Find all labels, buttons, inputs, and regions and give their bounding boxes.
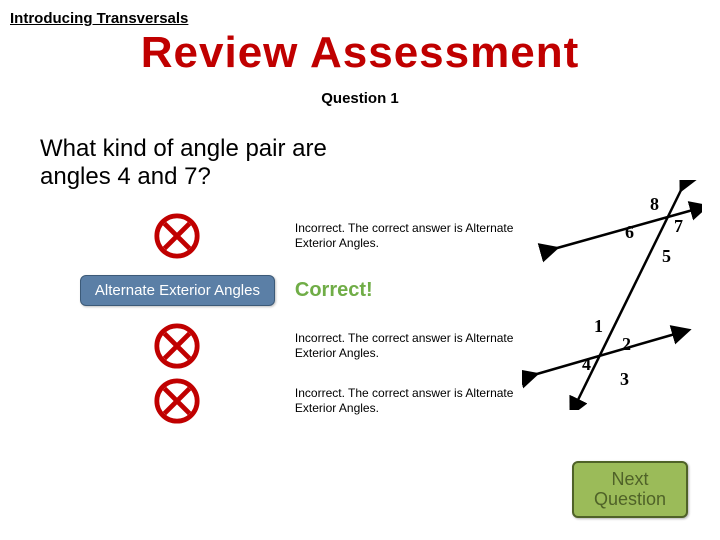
answer-row: Alternate Exterior Angles Correct! — [60, 263, 520, 318]
next-button-line1: Next — [611, 469, 648, 489]
next-question-button[interactable]: Next Question — [572, 461, 688, 518]
answer-row: Incorrect. The correct answer is Alterna… — [60, 318, 520, 373]
answer-row: Incorrect. The correct answer is Alterna… — [60, 373, 520, 428]
angle-label-2: 2 — [622, 334, 631, 354]
angle-label-7: 7 — [674, 216, 683, 236]
angle-label-5: 5 — [662, 246, 671, 266]
feedback-incorrect: Incorrect. The correct answer is Alterna… — [295, 386, 520, 416]
angle-label-8: 8 — [650, 194, 659, 214]
angle-label-3: 3 — [620, 369, 629, 389]
answers-block: Incorrect. The correct answer is Alterna… — [60, 208, 520, 428]
question-number: Question 1 — [0, 90, 720, 107]
angle-label-4: 4 — [582, 354, 591, 374]
answer-choice-button[interactable]: Alternate Exterior Angles — [80, 275, 275, 306]
question-prompt: What kind of angle pair are angles 4 and… — [40, 135, 400, 191]
incorrect-icon — [153, 212, 201, 260]
incorrect-icon — [153, 377, 201, 425]
diagram-line-transversal — [574, 184, 684, 408]
diagram-line-bottom — [530, 332, 682, 376]
next-button-line2: Question — [594, 489, 666, 509]
page-title: Review Assessment — [0, 28, 720, 78]
angle-label-1: 1 — [594, 316, 603, 336]
transversal-diagram: 8 7 6 5 1 2 4 3 — [522, 180, 702, 410]
feedback-incorrect: Incorrect. The correct answer is Alterna… — [295, 331, 520, 361]
angle-label-6: 6 — [625, 222, 634, 242]
feedback-incorrect: Incorrect. The correct answer is Alterna… — [295, 221, 520, 251]
answer-row: Incorrect. The correct answer is Alterna… — [60, 208, 520, 263]
incorrect-icon — [153, 322, 201, 370]
topic-heading: Introducing Transversals — [10, 10, 188, 27]
feedback-correct: Correct! — [295, 278, 520, 303]
